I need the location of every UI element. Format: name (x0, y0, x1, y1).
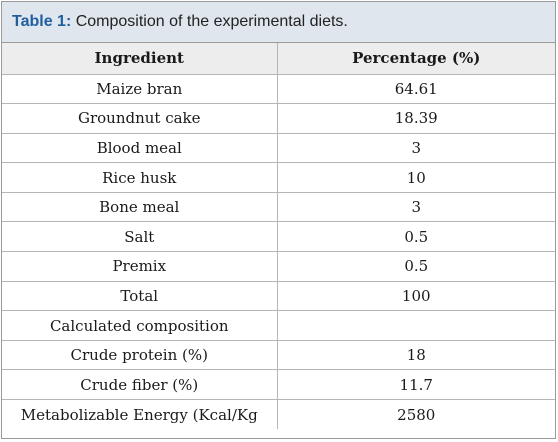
percentage-cell (276, 310, 555, 341)
percentage-cell: 10 (276, 162, 555, 193)
diet-composition-table: Ingredient Percentage (%) Maize bran 64.… (2, 43, 555, 430)
table-row: Bone meal 3 (2, 191, 555, 223)
ingredient-cell: Crude protein (%) (2, 339, 278, 371)
table-row: Crude fiber (%) 11.7 (2, 369, 555, 401)
ingredient-cell: Salt (2, 221, 278, 253)
caption-label: Table 1: (12, 13, 72, 30)
header-row: Ingredient Percentage (%) (2, 43, 555, 75)
percentage-cell: 3 (276, 191, 555, 223)
percentage-cell: 3 (276, 132, 555, 164)
table-row: Metabolizable Energy (Kcal/Kg 2580 (2, 399, 555, 430)
ingredient-cell: Maize bran (2, 73, 278, 105)
header-ingredient: Ingredient (2, 43, 278, 75)
table-row: Rice husk 10 (2, 162, 555, 193)
ingredient-cell: Crude fiber (%) (2, 369, 278, 401)
table-row: Premix 0.5 (2, 251, 555, 282)
percentage-cell: 18.39 (276, 103, 555, 134)
percentage-cell: 100 (276, 280, 555, 312)
percentage-cell: 0.5 (276, 251, 555, 282)
table-row: Blood meal 3 (2, 132, 555, 164)
table-row: Groundnut cake 18.39 (2, 103, 555, 134)
percentage-cell: 0.5 (276, 221, 555, 253)
ingredient-cell: Groundnut cake (2, 103, 278, 134)
percentage-cell: 18 (276, 339, 555, 371)
ingredient-cell: Blood meal (2, 132, 278, 164)
ingredient-cell: Total (2, 280, 278, 312)
table-row: Calculated composition (2, 310, 555, 341)
table-row: Total 100 (2, 280, 555, 312)
header-percentage: Percentage (%) (276, 43, 555, 75)
table-row: Maize bran 64.61 (2, 73, 555, 105)
ingredient-cell: Calculated composition (2, 310, 278, 341)
percentage-cell: 11.7 (276, 369, 555, 401)
percentage-cell: 2580 (276, 399, 555, 430)
percentage-cell: 64.61 (276, 73, 555, 105)
ingredient-cell: Premix (2, 251, 278, 282)
table-caption: Table 1: Composition of the experimental… (2, 2, 555, 43)
table-row: Crude protein (%) 18 (2, 339, 555, 371)
ingredient-cell: Rice husk (2, 162, 278, 193)
table-row: Salt 0.5 (2, 221, 555, 253)
ingredient-cell: Bone meal (2, 191, 278, 223)
caption-title: Composition of the experimental diets. (71, 13, 348, 30)
ingredient-cell: Metabolizable Energy (Kcal/Kg (2, 399, 278, 430)
